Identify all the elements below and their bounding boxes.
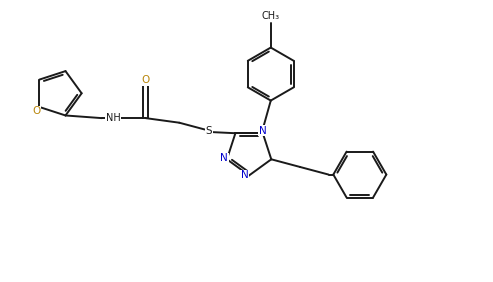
Text: CH₃: CH₃	[262, 11, 280, 21]
Text: O: O	[141, 75, 150, 85]
Text: S: S	[206, 126, 212, 136]
Text: O: O	[33, 106, 41, 116]
Text: NH: NH	[106, 113, 121, 123]
Text: N: N	[220, 153, 228, 163]
Text: N: N	[259, 125, 267, 136]
Text: N: N	[241, 170, 249, 180]
